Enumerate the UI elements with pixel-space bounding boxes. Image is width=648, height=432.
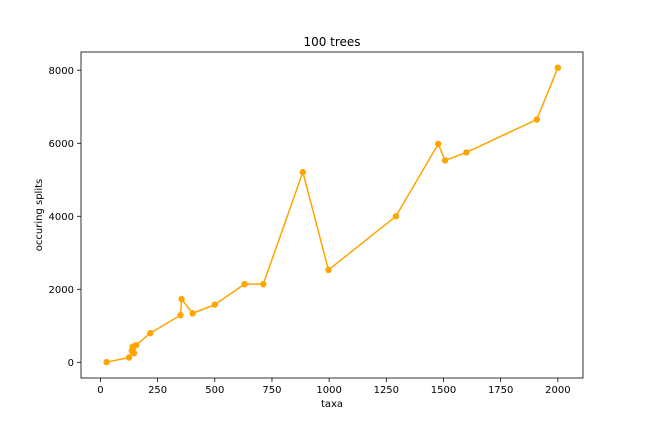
- y-tick-label: 8000: [49, 66, 74, 77]
- y-tick-label: 0: [68, 358, 74, 369]
- data-point: [533, 116, 541, 123]
- data-point: [177, 312, 184, 319]
- data-point: [325, 266, 332, 274]
- x-tick-label: 1250: [374, 385, 399, 396]
- data-point: [147, 329, 154, 337]
- x-axis-label: taxa: [321, 399, 343, 410]
- data-point: [441, 157, 449, 164]
- x-tick-label: 0: [97, 385, 103, 396]
- x-tick-label: 1750: [488, 385, 513, 396]
- chart-title: 100 trees: [303, 35, 360, 49]
- x-tick-label: 750: [262, 385, 281, 396]
- data-point: [125, 354, 133, 361]
- data-point: [189, 310, 196, 317]
- data-point: [554, 64, 562, 71]
- plot-area-frame: [80, 51, 584, 379]
- data-point: [392, 213, 400, 220]
- data-point: [463, 149, 470, 156]
- y-tick-label: 6000: [49, 139, 74, 150]
- x-tick-label: 1000: [316, 385, 341, 396]
- y-tick-label: 4000: [49, 212, 74, 223]
- data-point: [260, 280, 267, 288]
- data-point: [178, 295, 185, 303]
- data-point: [132, 341, 140, 349]
- data-point: [241, 280, 248, 288]
- data-point: [211, 301, 218, 308]
- data-point: [435, 140, 442, 148]
- y-axis-label: occuring splits: [34, 179, 45, 251]
- x-tick-label: 500: [205, 385, 224, 396]
- x-tick-label: 2000: [545, 385, 570, 396]
- series-layer: [103, 64, 562, 366]
- data-point: [103, 358, 110, 366]
- y-tick-label: 2000: [49, 285, 74, 296]
- y-axis: 0 2000 4000 6000 8000: [49, 66, 81, 369]
- x-tick-label: 250: [148, 385, 167, 396]
- x-tick-label: 1500: [431, 385, 456, 396]
- data-point: [299, 168, 307, 176]
- data-point: [130, 349, 138, 357]
- x-axis: 0 250 500 750 1000 1250 1500 1750 2000: [97, 378, 571, 396]
